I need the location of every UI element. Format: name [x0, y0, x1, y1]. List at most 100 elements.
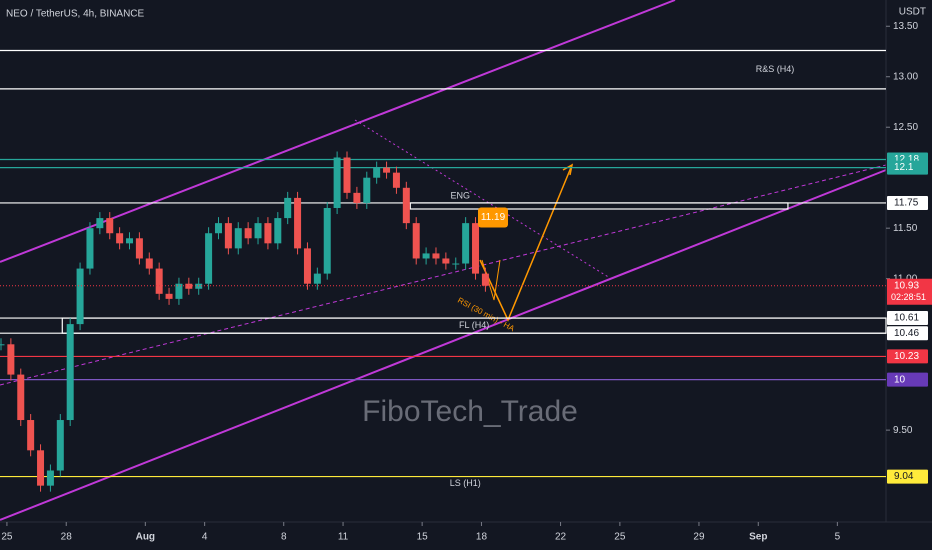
- candle: [165, 293, 173, 299]
- candle: [472, 223, 480, 274]
- candle: [234, 228, 242, 249]
- x-tick-label: 18: [476, 532, 488, 543]
- candle: [333, 157, 341, 208]
- candle: [86, 228, 94, 269]
- candle: [214, 223, 222, 234]
- candle: [432, 253, 440, 259]
- x-tick-label: 25: [614, 532, 626, 543]
- price-tag-label: 10.23: [894, 351, 919, 362]
- candle: [175, 283, 183, 299]
- x-tick-label: 22: [555, 532, 567, 543]
- candle: [96, 218, 104, 229]
- candle: [66, 324, 74, 421]
- x-tick-label: 28: [61, 532, 73, 543]
- zone-label: ENG: [451, 190, 471, 200]
- price-tag: [887, 326, 928, 341]
- zone-box: [409, 202, 789, 210]
- candle: [412, 223, 420, 259]
- small-arrow: [481, 259, 501, 301]
- price-tag-label: 12.18: [894, 154, 919, 165]
- current-price-tag: [887, 278, 932, 305]
- price-tag: [887, 195, 928, 210]
- y-tick-label: 13.00: [893, 71, 918, 82]
- candle: [481, 273, 489, 286]
- marker-box: [478, 207, 508, 228]
- x-tick-label: 11: [338, 532, 349, 543]
- candle: [0, 344, 5, 346]
- candle: [294, 197, 302, 249]
- candle: [46, 470, 54, 486]
- candle: [155, 268, 163, 294]
- y-tick-label: 13.50: [893, 21, 918, 32]
- price-tag-label: 11.75: [894, 198, 919, 209]
- candle: [264, 223, 272, 244]
- candle: [254, 223, 262, 239]
- candle: [284, 197, 292, 219]
- candle: [303, 248, 311, 284]
- zone-label: R&S (H4): [756, 64, 795, 74]
- marker-label: 11.19: [481, 212, 506, 223]
- candle: [76, 268, 84, 325]
- candle: [116, 233, 124, 244]
- candle: [343, 157, 351, 193]
- channel-lower: [0, 169, 887, 521]
- candle: [313, 273, 321, 284]
- x-tick-label: 29: [693, 532, 705, 543]
- candle: [185, 283, 193, 289]
- candle: [402, 187, 410, 224]
- x-tick-label: 8: [281, 532, 287, 543]
- y-tick-label: 12.50: [893, 122, 918, 133]
- price-tag-label: 10.46: [894, 328, 919, 339]
- x-tick-label: 5: [835, 532, 841, 543]
- watermark: FiboTech_Trade: [362, 395, 578, 428]
- x-tick-label: Sep: [749, 532, 767, 543]
- y-tick-label: 11.50: [893, 223, 918, 234]
- x-tick-label: 4: [202, 532, 208, 543]
- candle: [452, 263, 460, 265]
- candle: [244, 228, 252, 239]
- y-tick-label: 9.50: [893, 425, 913, 436]
- candle: [442, 258, 450, 264]
- price-tag-label: 9.04: [894, 471, 914, 482]
- axis-unit: USDT: [899, 7, 926, 18]
- candle: [323, 207, 331, 274]
- price-tag: [887, 160, 928, 175]
- x-tick-label: 25: [1, 532, 13, 543]
- zone-label: LS (H1): [450, 478, 481, 488]
- zone-box: [61, 317, 887, 334]
- candle: [27, 420, 35, 451]
- candle: [195, 283, 203, 289]
- price-tag: [887, 469, 928, 484]
- candle: [56, 420, 64, 471]
- chart-title: NEO / TetherUS, 4h, BINANCE: [6, 9, 145, 20]
- candle: [135, 238, 143, 259]
- candle: [126, 238, 134, 244]
- x-tick-label: Aug: [136, 532, 155, 543]
- price-tag-label: 12.1: [894, 162, 914, 173]
- current-price-label: 10.93: [894, 280, 919, 291]
- price-tag: [887, 372, 928, 387]
- candle: [106, 218, 114, 234]
- candle: [392, 172, 400, 188]
- candle: [373, 167, 381, 178]
- candle: [422, 253, 430, 259]
- countdown-label: 02:28:51: [891, 292, 926, 302]
- candle: [145, 258, 153, 269]
- channel-mid: [0, 164, 887, 386]
- candle: [17, 374, 25, 421]
- zone-label: FL (H4): [459, 320, 489, 330]
- candle: [353, 192, 361, 203]
- candle: [224, 223, 232, 249]
- candle: [363, 177, 371, 203]
- price-tag: [887, 349, 928, 364]
- price-tag: [887, 311, 928, 326]
- candle: [274, 218, 282, 244]
- candle: [205, 233, 213, 284]
- x-tick-label: 15: [417, 532, 429, 543]
- candle: [37, 450, 45, 486]
- projection-arrow: [479, 164, 573, 322]
- candle: [462, 223, 470, 264]
- candle: [7, 344, 15, 375]
